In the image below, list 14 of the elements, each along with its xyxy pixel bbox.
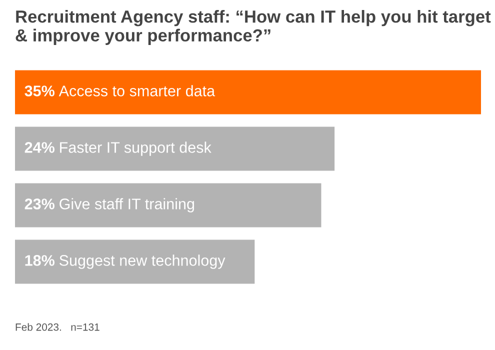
bar bbox=[15, 70, 481, 114]
bar bbox=[15, 126, 335, 171]
data-label: 18% bbox=[25, 255, 54, 266]
text: Feb 2023. n=131 bbox=[16, 323, 100, 331]
data-label: 24% bbox=[24, 142, 54, 153]
bar bbox=[15, 240, 255, 284]
y-tick-label: Faster IT support desk bbox=[60, 142, 212, 156]
y-tick-label: Give staff IT training bbox=[60, 198, 194, 212]
bar bbox=[15, 183, 322, 228]
chart-title: Recruitment Agency staff: “How can IT help you hit target & improve your performance?” bbox=[16, 10, 491, 45]
data-label: 23% bbox=[24, 198, 54, 210]
y-tick-label: Suggest new technology bbox=[60, 254, 226, 269]
y-tick-label: Access to smarter data bbox=[58, 85, 216, 96]
data-label: 35% bbox=[24, 86, 54, 96]
